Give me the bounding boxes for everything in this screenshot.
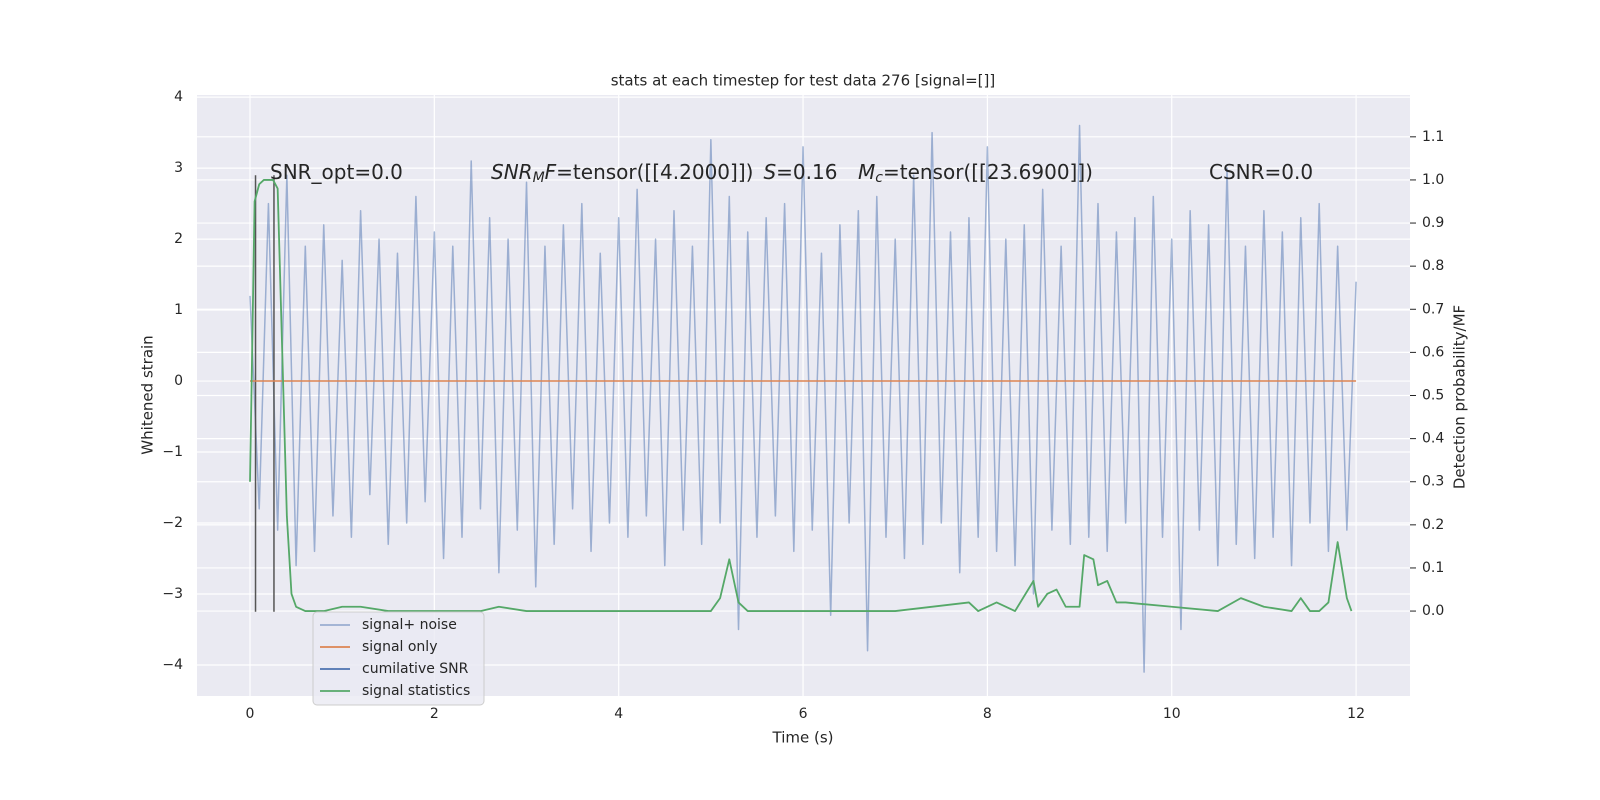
y2-tick-label: 1.0	[1422, 172, 1444, 188]
x-tick-label: 12	[1347, 706, 1365, 722]
legend-box	[312, 611, 485, 706]
y2-tick-label: 0.8	[1422, 258, 1444, 274]
annotation: SNR_opt=0.0	[270, 160, 403, 184]
annotation: SNRMF=tensor([[4.2000]]) S=0.16	[491, 160, 837, 187]
annotation-part: F	[545, 160, 557, 184]
legend-label: signal+ noise	[362, 617, 457, 633]
chart-title: stats at each timestep for test data 276…	[611, 72, 996, 90]
annotation-part: CSNR=0.0	[1209, 160, 1313, 184]
legend-label: signal statistics	[362, 683, 470, 699]
y-tick-label: 3	[174, 160, 183, 176]
annotation-part: =tensor([[23.6900]])	[883, 160, 1093, 184]
y-tick-label: −3	[162, 586, 183, 602]
y-tick-label: 1	[174, 302, 183, 318]
annotation: Mc=tensor([[23.6900]])	[858, 160, 1093, 187]
annotation-part: M	[533, 170, 545, 186]
y-tick-label: −4	[162, 657, 183, 673]
series-line	[249, 179, 1353, 612]
y2-tick-label: 0.5	[1422, 388, 1444, 404]
x-tick-label: 2	[430, 706, 439, 722]
x-axis-label: Time (s)	[772, 729, 834, 747]
y-tick-label: 0	[174, 373, 183, 389]
annotation-part: c	[875, 170, 883, 186]
y2-tick-label: 0.2	[1422, 517, 1444, 533]
y2-tick-label: 0.6	[1422, 344, 1444, 360]
annotation-part: SNR_opt=0.0	[270, 160, 403, 184]
y-axis-label: Whitened strain	[139, 335, 157, 454]
y2-tick-label: 0.7	[1422, 301, 1444, 317]
annotation-part: =0.16	[776, 160, 837, 184]
x-tick-label: 6	[799, 706, 808, 722]
annotation-part: SNR	[491, 160, 533, 184]
y2-tick-label: 1.1	[1422, 129, 1444, 145]
x-tick-label: 0	[246, 706, 255, 722]
y2-tick-label: 0.4	[1422, 431, 1444, 447]
series-line	[249, 124, 1357, 673]
y2-tick-label: 0.0	[1422, 603, 1444, 619]
annotation-part: =tensor([[4.2000]])	[556, 160, 753, 184]
legend-label: cumilative SNR	[362, 661, 469, 677]
annotation: CSNR=0.0	[1209, 160, 1313, 184]
axes: 0 2 4 6 8 10 12−4−3−2−1012340.00.10.20.30.40.5…	[162, 89, 1444, 722]
x-tick-label: 10	[1163, 706, 1181, 722]
annotation-part: M	[858, 160, 875, 184]
y2-tick-label: 0.9	[1422, 215, 1444, 231]
annotation-part: S	[763, 160, 776, 184]
marks: SNR_opt=0.0 SNRMF=tensor([[4.2000]]) S=0.1…	[249, 124, 1357, 673]
y-tick-label: −2	[162, 515, 183, 531]
x-tick-label: 8	[983, 706, 992, 722]
y-tick-label: 4	[174, 89, 183, 105]
y-tick-label: −1	[162, 444, 183, 460]
legend-label: signal only	[362, 639, 437, 655]
y2-tick-label: 0.3	[1422, 474, 1444, 490]
legend: signal+ noise signal only cumilative SNR si…	[312, 611, 485, 706]
x-tick-label: 4	[614, 706, 623, 722]
y2-tick-label: 0.1	[1422, 560, 1444, 576]
y-tick-label: 2	[174, 231, 183, 247]
y2-axis-label: Detection probability/MF	[1451, 305, 1469, 489]
